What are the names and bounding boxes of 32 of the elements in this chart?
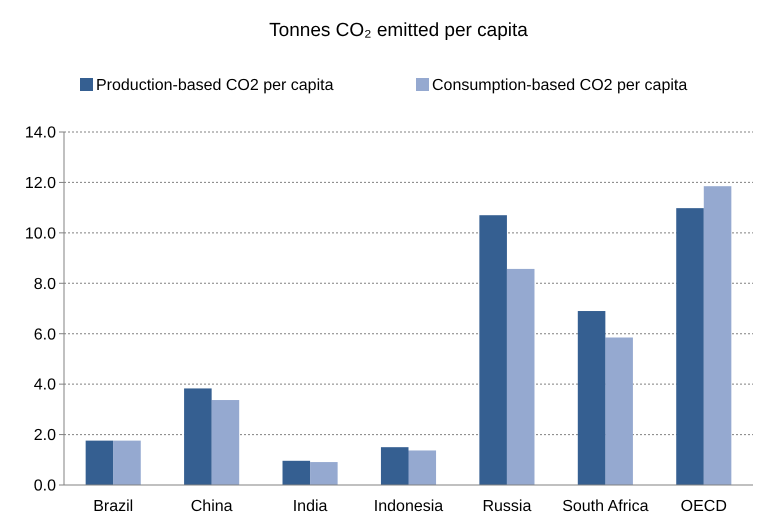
legend-label: Production-based CO2 per capita — [96, 77, 334, 94]
bar — [506, 268, 534, 485]
x-tick-label: China — [190, 498, 233, 515]
bar — [704, 186, 732, 485]
bar — [380, 447, 408, 485]
bar — [310, 462, 338, 485]
x-tick-label: South Africa — [562, 498, 649, 515]
y-tick-label: 6.0 — [34, 326, 56, 344]
y-tick-label: 14.0 — [24, 124, 56, 142]
x-tick-label: India — [292, 498, 328, 515]
bar — [113, 440, 141, 485]
x-tick-label: Russia — [482, 498, 532, 515]
y-tick-label: 0.0 — [34, 478, 56, 495]
bar — [605, 337, 633, 485]
y-tick-label: 12.0 — [24, 175, 56, 192]
y-tick-label: 4.0 — [34, 376, 56, 394]
bar — [86, 440, 114, 485]
bar — [479, 215, 507, 485]
bar — [212, 400, 240, 485]
x-tick-label: OECD — [680, 498, 727, 515]
x-tick-label: Brazil — [93, 498, 134, 515]
bar — [184, 388, 212, 485]
y-tick-label: 2.0 — [34, 427, 56, 444]
bar — [676, 208, 704, 485]
bar — [408, 450, 436, 485]
y-tick-label: 8.0 — [34, 276, 56, 293]
legend-label: Consumption-based CO2 per capita — [432, 77, 688, 94]
bar — [578, 311, 606, 485]
y-tick-label: 10.0 — [24, 225, 56, 242]
x-tick-label: Indonesia — [374, 498, 444, 515]
bar — [282, 460, 310, 485]
chart-title: Tonnes CO₂ emitted per capita — [269, 20, 528, 41]
